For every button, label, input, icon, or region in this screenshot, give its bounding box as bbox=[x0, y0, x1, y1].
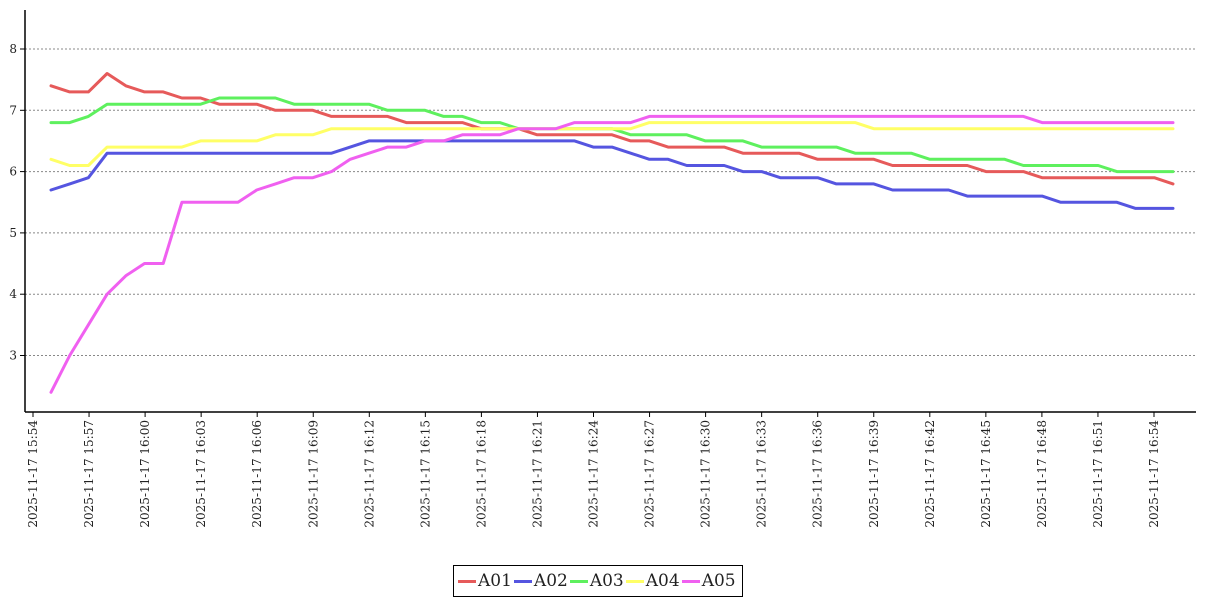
x-tick-label: 2025-11-17 16:03 bbox=[194, 420, 208, 528]
x-tick-label: 2025-11-17 15:57 bbox=[82, 420, 96, 528]
x-tick-label: 2025-11-17 16:33 bbox=[755, 420, 769, 528]
y-tick-label: 7 bbox=[9, 103, 17, 117]
x-tick-label: 2025-11-17 16:48 bbox=[1035, 420, 1049, 528]
y-tick-label: 5 bbox=[9, 226, 17, 240]
x-tick-label: 2025-11-17 16:39 bbox=[867, 420, 881, 528]
x-tick-label: 2025-11-17 16:30 bbox=[699, 420, 713, 528]
x-tick-label: 2025-11-17 16:24 bbox=[587, 420, 601, 528]
y-tick-label: 8 bbox=[9, 42, 17, 56]
y-tick-label: 3 bbox=[9, 349, 17, 363]
legend-item-a04: A04 bbox=[625, 571, 680, 591]
x-axis-ticks: 2025-11-17 15:54 2025-11-17 15:57 2025-11-… bbox=[26, 412, 1161, 528]
legend-swatch bbox=[569, 579, 588, 583]
x-tick-label: 2025-11-17 16:00 bbox=[138, 420, 152, 528]
series-line-a01 bbox=[49, 72, 1175, 186]
legend-swatch bbox=[513, 579, 532, 583]
legend-label: A05 bbox=[701, 571, 736, 591]
legend-item-a03: A03 bbox=[569, 571, 624, 591]
x-tick-label: 2025-11-17 16:27 bbox=[643, 420, 657, 528]
legend: A01 A02 A03 A04 A05 bbox=[453, 565, 743, 597]
x-tick-label: 2025-11-17 16:15 bbox=[418, 420, 432, 528]
x-tick-label: 2025-11-17 16:54 bbox=[1147, 420, 1161, 528]
legend-swatch bbox=[458, 579, 476, 583]
y-tick-label: 6 bbox=[9, 165, 17, 179]
legend-swatch bbox=[681, 579, 700, 583]
series-lines bbox=[49, 72, 1175, 394]
x-tick-label: 2025-11-17 16:36 bbox=[811, 420, 825, 528]
series-line-a02 bbox=[49, 139, 1175, 210]
grid-lines bbox=[25, 48, 1196, 356]
x-tick-label: 2025-11-17 16:09 bbox=[306, 420, 320, 528]
y-tick-label: 4 bbox=[9, 287, 17, 301]
x-tick-label: 2025-11-17 16:12 bbox=[362, 420, 376, 528]
legend-label: A03 bbox=[589, 571, 624, 591]
series-line-a04 bbox=[49, 121, 1175, 167]
legend-label: A04 bbox=[645, 571, 680, 591]
legend-item-a02: A02 bbox=[513, 571, 568, 591]
legend-label: A02 bbox=[533, 571, 568, 591]
legend-label: A01 bbox=[478, 571, 512, 591]
x-tick-label: 2025-11-17 16:45 bbox=[979, 420, 993, 528]
series-line-a05 bbox=[49, 114, 1175, 394]
legend-swatch bbox=[625, 579, 644, 583]
x-tick-label: 2025-11-17 16:06 bbox=[250, 420, 264, 528]
x-tick-label: 2025-11-17 16:51 bbox=[1091, 420, 1105, 528]
legend-item-a01: A01 bbox=[458, 571, 512, 591]
legend-item-a05: A05 bbox=[681, 571, 736, 591]
x-tick-label: 2025-11-17 15:54 bbox=[26, 420, 40, 528]
y-axis-ticks: 3 4 5 6 7 8 bbox=[9, 42, 25, 363]
x-tick-label: 2025-11-17 16:42 bbox=[923, 420, 937, 528]
x-tick-label: 2025-11-17 16:21 bbox=[530, 420, 544, 528]
x-tick-label: 2025-11-17 16:18 bbox=[474, 420, 488, 528]
